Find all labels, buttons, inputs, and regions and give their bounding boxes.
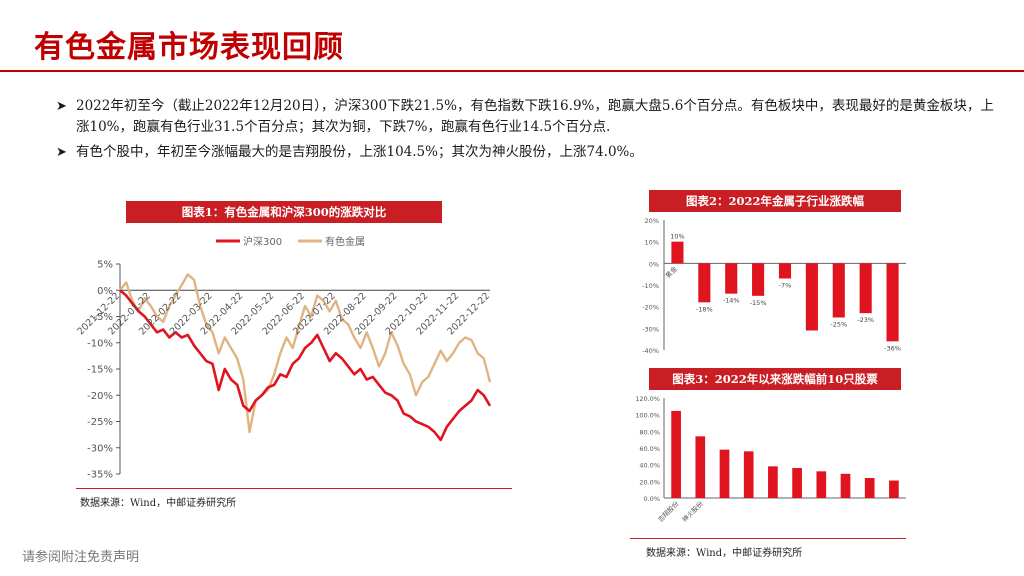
chart1-line-chart: 沪深300 有色金属 5% 0% -5% -10% -15% -20% -25% -30% -35%… [75, 235, 492, 481]
y-tick-label: 5% [97, 260, 113, 271]
data-label: -18% [696, 305, 713, 313]
bullet-item: ➤ 2022年初至今（截止2022年12月20日），沪深300下跌21.5%，有… [56, 96, 1006, 138]
bullet-list: ➤ 2022年初至今（截止2022年12月20日），沪深300下跌21.5%，有… [56, 96, 1006, 167]
bar [671, 410, 681, 498]
legend-label: 有色金属 [325, 235, 365, 248]
y-tick-label: -10% [642, 282, 659, 290]
bullet-text: 有色个股中，年初至今涨幅最大的是吉翔股份，上涨104.5%；其次为神火股份，上涨… [76, 144, 643, 160]
bar [859, 263, 872, 314]
bullet-item: ➤ 有色个股中，年初至今涨幅最大的是吉翔股份，上涨104.5%；其次为神火股份，… [56, 142, 1006, 163]
y-tick-label: 100.0% [635, 412, 660, 420]
y-tick-label: 40.0% [639, 462, 660, 470]
chart3-source-divider [630, 538, 906, 539]
series-line-hs300 [119, 289, 492, 442]
bar [840, 473, 851, 498]
y-tick-label: -25% [87, 417, 113, 428]
title-divider [0, 70, 1024, 72]
data-label: -36% [884, 344, 901, 352]
bar [698, 263, 711, 303]
y-tick-label: -20% [87, 391, 113, 402]
y-tick-label: -5% [94, 312, 113, 323]
arrow-right-icon: ➤ [56, 145, 67, 160]
data-label: -15% [750, 299, 767, 307]
data-label: -7% [779, 282, 792, 290]
data-label: -14% [723, 297, 740, 305]
data-label: -25% [830, 321, 847, 329]
y-tick-label: -40% [642, 347, 659, 355]
data-label: 10% [670, 233, 684, 241]
chart2-title: 图表2：2022年金属子行业涨跌幅 [649, 190, 901, 212]
y-tick-label: -35% [87, 470, 113, 481]
chart3-bar-chart: 120.0%100.0%80.0%60.0%40.0%20.0%0.0%吉翔股份… [635, 395, 906, 524]
y-tick-label: -20% [642, 304, 659, 312]
bar [695, 436, 706, 498]
bullet-text: 2022年初至今（截止2022年12月20日），沪深300下跌21.5%，有色指… [76, 98, 994, 135]
legend-label: 沪深300 [243, 235, 282, 248]
y-tick-label: 0% [649, 260, 659, 268]
y-tick-label: 60.0% [639, 445, 660, 453]
chart1-source: 数据来源：Wind，中邮证券研究所 [80, 498, 237, 509]
arrow-right-icon: ➤ [56, 99, 67, 114]
chart1-title: 图表1：有色金属和沪深300的涨跌对比 [126, 201, 442, 223]
category-label: 神火股份 [680, 499, 705, 524]
data-label: -23% [857, 316, 874, 324]
disclaimer-footer: 请参阅附注免责声明 [22, 550, 140, 565]
bar [671, 241, 684, 264]
series-line-nonferrous [119, 273, 492, 434]
y-tick-label: -30% [87, 443, 113, 454]
y-tick-label: 0.0% [643, 495, 660, 503]
y-tick-label: 10% [645, 239, 659, 247]
bar [725, 263, 738, 294]
y-tick-label: 20% [645, 217, 659, 225]
chart3-source: 数据来源：Wind，中邮证券研究所 [646, 548, 803, 559]
bar [886, 263, 899, 342]
page-title: 有色金属市场表现回顾 [34, 30, 344, 65]
y-tick-label: 20.0% [639, 478, 660, 486]
bar [743, 451, 754, 498]
bar [752, 263, 765, 296]
y-tick-label: 80.0% [639, 428, 660, 436]
bar [805, 263, 818, 331]
chart3-title: 图表3：2022年以来涨跌幅前10只股票 [649, 368, 901, 390]
y-tick-label: 120.0% [635, 395, 660, 403]
bar [832, 263, 845, 318]
category-label: 黄金 [663, 264, 679, 280]
bar [719, 449, 730, 498]
bar [816, 471, 827, 498]
y-tick-label: -30% [642, 325, 659, 333]
bar [792, 468, 802, 498]
bar [864, 478, 875, 498]
y-tick-label: 0% [97, 286, 113, 297]
chart1-source-divider [76, 488, 512, 489]
bar [768, 466, 778, 498]
y-tick-label: -15% [87, 365, 113, 376]
bar [889, 480, 899, 498]
chart2-bar-chart: 20% 10% 0% -10% -20% -30% -40% 10% 黄金 -18% -14% -15… [642, 217, 906, 355]
bar [778, 263, 792, 279]
y-tick-label: -10% [87, 338, 113, 349]
